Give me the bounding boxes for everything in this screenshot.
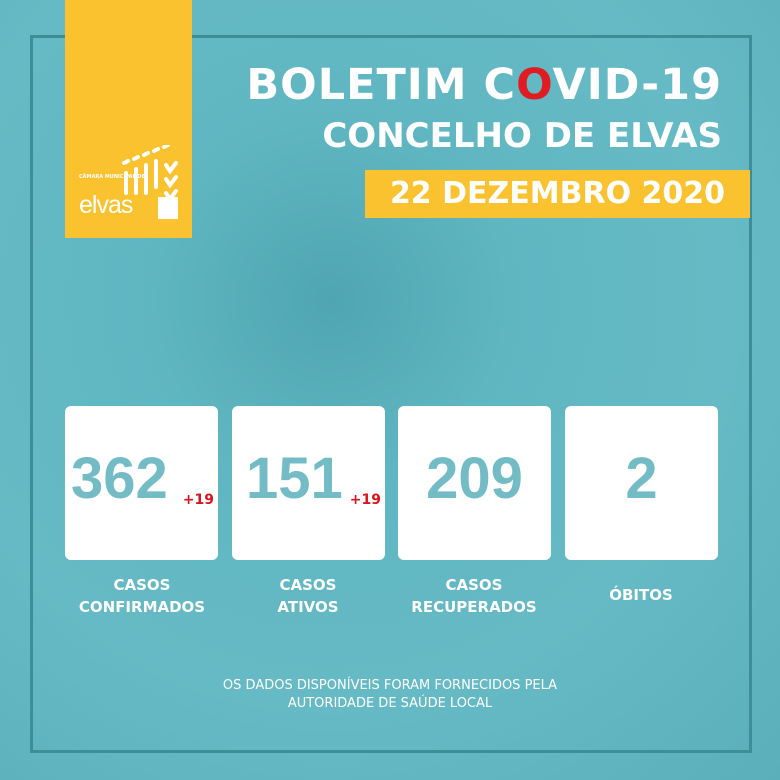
date-banner: 22 DEZEMBRO 2020 bbox=[365, 170, 750, 218]
subtitle: CONCELHO DE ELVAS bbox=[322, 116, 722, 156]
logo-small-text: CÂMARA MUNICIPAL DE bbox=[78, 174, 145, 180]
frame-border bbox=[30, 35, 752, 753]
label-line: CONFIRMADOS bbox=[78, 598, 206, 616]
camara-elvas-logo: CÂMARA MUNICIPAL DE elvas bbox=[65, 0, 192, 238]
footer-line: AUTORIDADE DE SAÚDE LOCAL bbox=[287, 696, 493, 711]
title-part1: BOLETIM C bbox=[246, 60, 517, 110]
stat-card-deaths: 2 bbox=[565, 406, 718, 560]
stat-value: 2 bbox=[625, 446, 658, 511]
stat-value: 151 bbox=[246, 446, 343, 511]
logo-emblem-icon bbox=[122, 145, 178, 219]
label-line: ÓBITOS bbox=[609, 586, 673, 604]
footer-line: OS DADOS DISPONÍVEIS FORAM FORNECIDOS PE… bbox=[222, 678, 558, 693]
label-line: RECUPERADOS bbox=[411, 598, 537, 616]
stat-card-confirmed: 362 +19 bbox=[65, 406, 218, 560]
stat-label-deaths: ÓBITOS bbox=[551, 584, 731, 606]
stat-value: 209 bbox=[426, 446, 523, 511]
stat-label-confirmed: CASOS CONFIRMADOS bbox=[52, 574, 232, 618]
stat-card-active: 151 +19 bbox=[232, 406, 385, 560]
logo-name: elvas bbox=[79, 191, 133, 219]
page-title: BOLETIM COVID-19 bbox=[246, 60, 722, 110]
label-line: CASOS bbox=[279, 576, 337, 594]
stat-delta: +19 bbox=[182, 492, 214, 508]
label-line: CASOS bbox=[113, 576, 171, 594]
label-line: CASOS bbox=[445, 576, 503, 594]
stat-label-active: CASOS ATIVOS bbox=[218, 574, 398, 618]
stat-delta: +19 bbox=[349, 492, 381, 508]
title-part2: VID-19 bbox=[552, 60, 722, 110]
footer-note: OS DADOS DISPONÍVEIS FORAM FORNECIDOS PE… bbox=[0, 677, 780, 713]
stat-label-recovered: CASOS RECUPERADOS bbox=[384, 574, 564, 618]
stat-value: 362 bbox=[71, 446, 168, 511]
label-line: ATIVOS bbox=[277, 598, 339, 616]
title-red-o: O bbox=[516, 60, 553, 110]
stat-card-recovered: 209 bbox=[398, 406, 551, 560]
